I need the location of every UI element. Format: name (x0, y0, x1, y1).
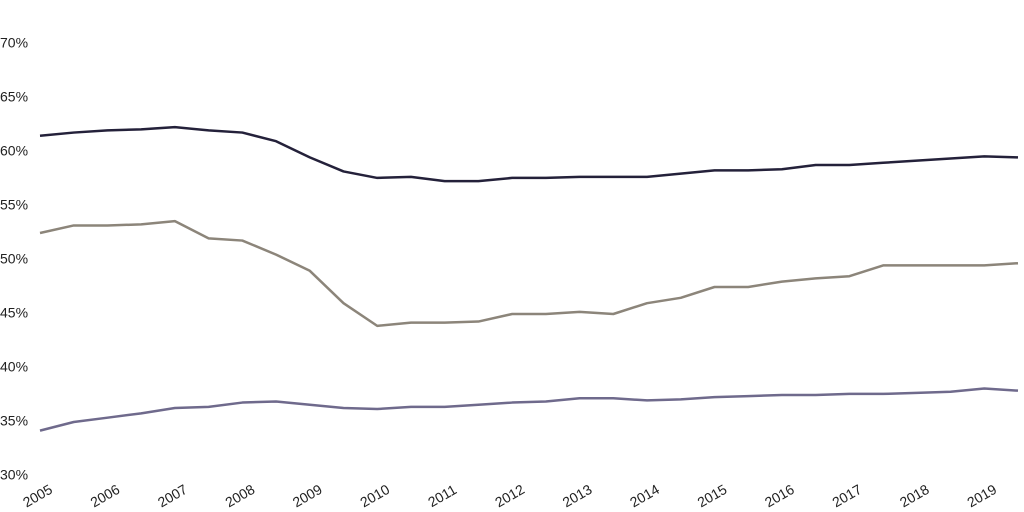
x-tick-label: 2008 (222, 481, 257, 511)
y-tick-label: 70% (0, 35, 28, 51)
series-line (39, 125, 1019, 183)
x-tick-label: 2009 (290, 481, 325, 511)
y-tick-label: 65% (0, 89, 28, 105)
y-tick-label: 40% (0, 359, 28, 375)
y-tick-label: 30% (0, 467, 28, 483)
x-tick-label: 2012 (492, 481, 527, 511)
y-tick-label: 60% (0, 143, 28, 159)
x-tick-label: 2017 (829, 481, 864, 511)
x-tick-label: 2015 (694, 481, 729, 511)
x-tick-label: 2006 (87, 481, 122, 511)
x-tick-label: 2018 (897, 481, 932, 511)
x-tick-label: 2007 (155, 481, 190, 511)
x-tick-label: 2019 (964, 481, 999, 511)
x-tick-label: 2011 (425, 481, 459, 510)
x-tick-label: 2013 (560, 481, 595, 511)
x-tick-label: 2010 (357, 481, 392, 511)
x-tick-label: 2005 (20, 481, 55, 511)
y-tick-label: 50% (0, 251, 28, 267)
y-tick-label: 35% (0, 413, 28, 429)
y-tick-label: 45% (0, 305, 28, 321)
y-tick-label: 55% (0, 197, 28, 213)
series-line (39, 387, 1019, 432)
x-tick-label: 2014 (627, 481, 662, 511)
x-tick-label: 2016 (762, 481, 797, 511)
series-line (39, 219, 1019, 328)
